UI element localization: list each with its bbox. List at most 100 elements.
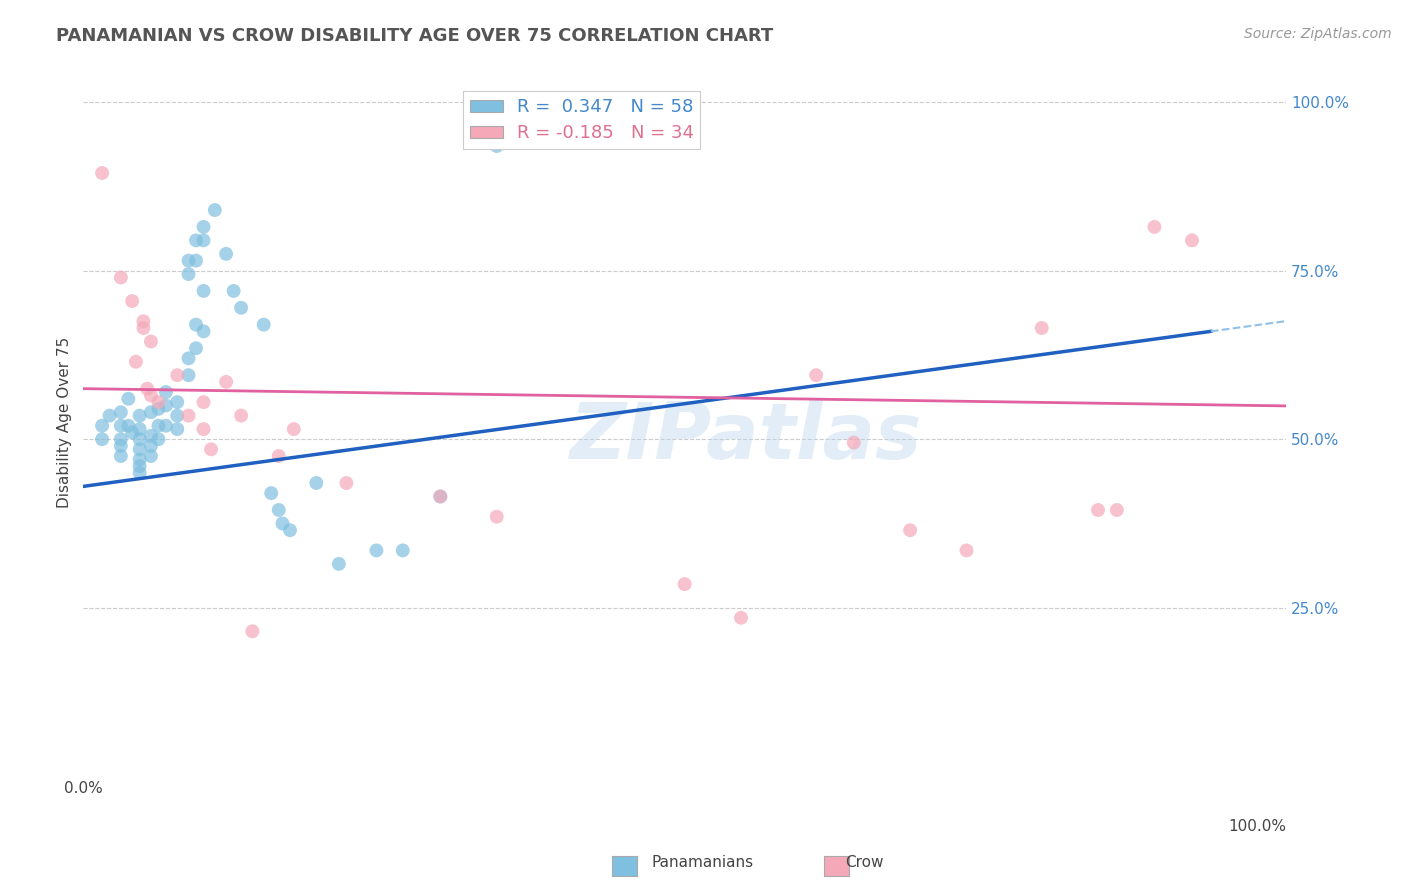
Point — [204, 202, 226, 217]
Point — [1105, 503, 1128, 517]
Point — [132, 314, 155, 328]
Point — [110, 439, 132, 453]
Point — [1181, 233, 1204, 247]
Point — [193, 422, 215, 436]
Point — [166, 395, 188, 409]
Point — [128, 422, 150, 436]
Point — [184, 233, 207, 247]
Point — [955, 543, 977, 558]
Point — [193, 284, 215, 298]
Legend: R =  0.347   N = 58, R = -0.185   N = 34: R = 0.347 N = 58, R = -0.185 N = 34 — [464, 91, 700, 149]
Point — [193, 324, 215, 338]
Point — [673, 577, 696, 591]
Point — [117, 418, 139, 433]
Point — [429, 490, 451, 504]
Point — [117, 392, 139, 406]
Point — [1031, 321, 1053, 335]
Point — [215, 375, 238, 389]
Point — [91, 432, 114, 446]
Point — [391, 543, 413, 558]
Point — [242, 624, 264, 639]
Point — [98, 409, 121, 423]
Point — [166, 368, 188, 383]
Text: PANAMANIAN VS CROW DISABILITY AGE OVER 75 CORRELATION CHART: PANAMANIAN VS CROW DISABILITY AGE OVER 7… — [56, 27, 773, 45]
Point — [128, 432, 150, 446]
Point — [121, 293, 143, 308]
Point — [128, 459, 150, 474]
Point — [91, 166, 114, 180]
Point — [1143, 219, 1166, 234]
Point — [155, 418, 177, 433]
Point — [278, 523, 301, 537]
Point — [429, 490, 451, 504]
Point — [177, 267, 200, 281]
Point — [155, 384, 177, 399]
Text: Source: ZipAtlas.com: Source: ZipAtlas.com — [1244, 27, 1392, 41]
Point — [231, 301, 253, 315]
Text: Crow: Crow — [845, 855, 884, 870]
Point — [193, 219, 215, 234]
Point — [128, 466, 150, 480]
Point — [128, 442, 150, 457]
Point — [898, 523, 921, 537]
Point — [193, 395, 215, 409]
Point — [366, 543, 388, 558]
Point — [485, 509, 508, 524]
Point — [804, 368, 827, 383]
Point — [328, 557, 350, 571]
Point — [91, 418, 114, 433]
Point — [139, 449, 162, 463]
Point — [184, 318, 207, 332]
Point — [184, 341, 207, 355]
Y-axis label: Disability Age Over 75: Disability Age Over 75 — [58, 336, 72, 508]
Point — [110, 418, 132, 433]
Point — [121, 425, 143, 440]
Point — [128, 409, 150, 423]
Point — [193, 233, 215, 247]
Text: ZIPatlas: ZIPatlas — [568, 399, 921, 475]
Text: 100.0%: 100.0% — [1227, 819, 1286, 834]
Point — [139, 429, 162, 443]
Point — [110, 270, 132, 285]
Point — [231, 409, 253, 423]
Point — [335, 475, 357, 490]
Point — [110, 449, 132, 463]
Point — [283, 422, 305, 436]
Point — [125, 354, 148, 368]
Point — [139, 405, 162, 419]
Point — [842, 435, 865, 450]
Point — [139, 334, 162, 349]
Point — [166, 409, 188, 423]
Point — [267, 503, 290, 517]
Point — [730, 611, 752, 625]
Point — [1087, 503, 1109, 517]
Point — [271, 516, 294, 531]
Point — [148, 395, 170, 409]
Point — [222, 284, 245, 298]
Point — [200, 442, 222, 457]
Point — [177, 351, 200, 366]
Point — [136, 382, 159, 396]
Point — [485, 139, 508, 153]
Point — [110, 405, 132, 419]
Point — [166, 422, 188, 436]
Point — [267, 449, 290, 463]
Point — [110, 432, 132, 446]
Point — [139, 439, 162, 453]
Text: Panamanians: Panamanians — [652, 855, 754, 870]
Point — [148, 418, 170, 433]
Point — [139, 388, 162, 402]
Point — [305, 475, 328, 490]
Point — [184, 253, 207, 268]
Point — [148, 401, 170, 416]
Point — [128, 452, 150, 467]
Point — [177, 368, 200, 383]
Point — [215, 247, 238, 261]
Point — [155, 399, 177, 413]
Point — [177, 409, 200, 423]
Point — [148, 432, 170, 446]
Point — [260, 486, 283, 500]
Point — [177, 253, 200, 268]
Point — [253, 318, 276, 332]
Point — [132, 321, 155, 335]
